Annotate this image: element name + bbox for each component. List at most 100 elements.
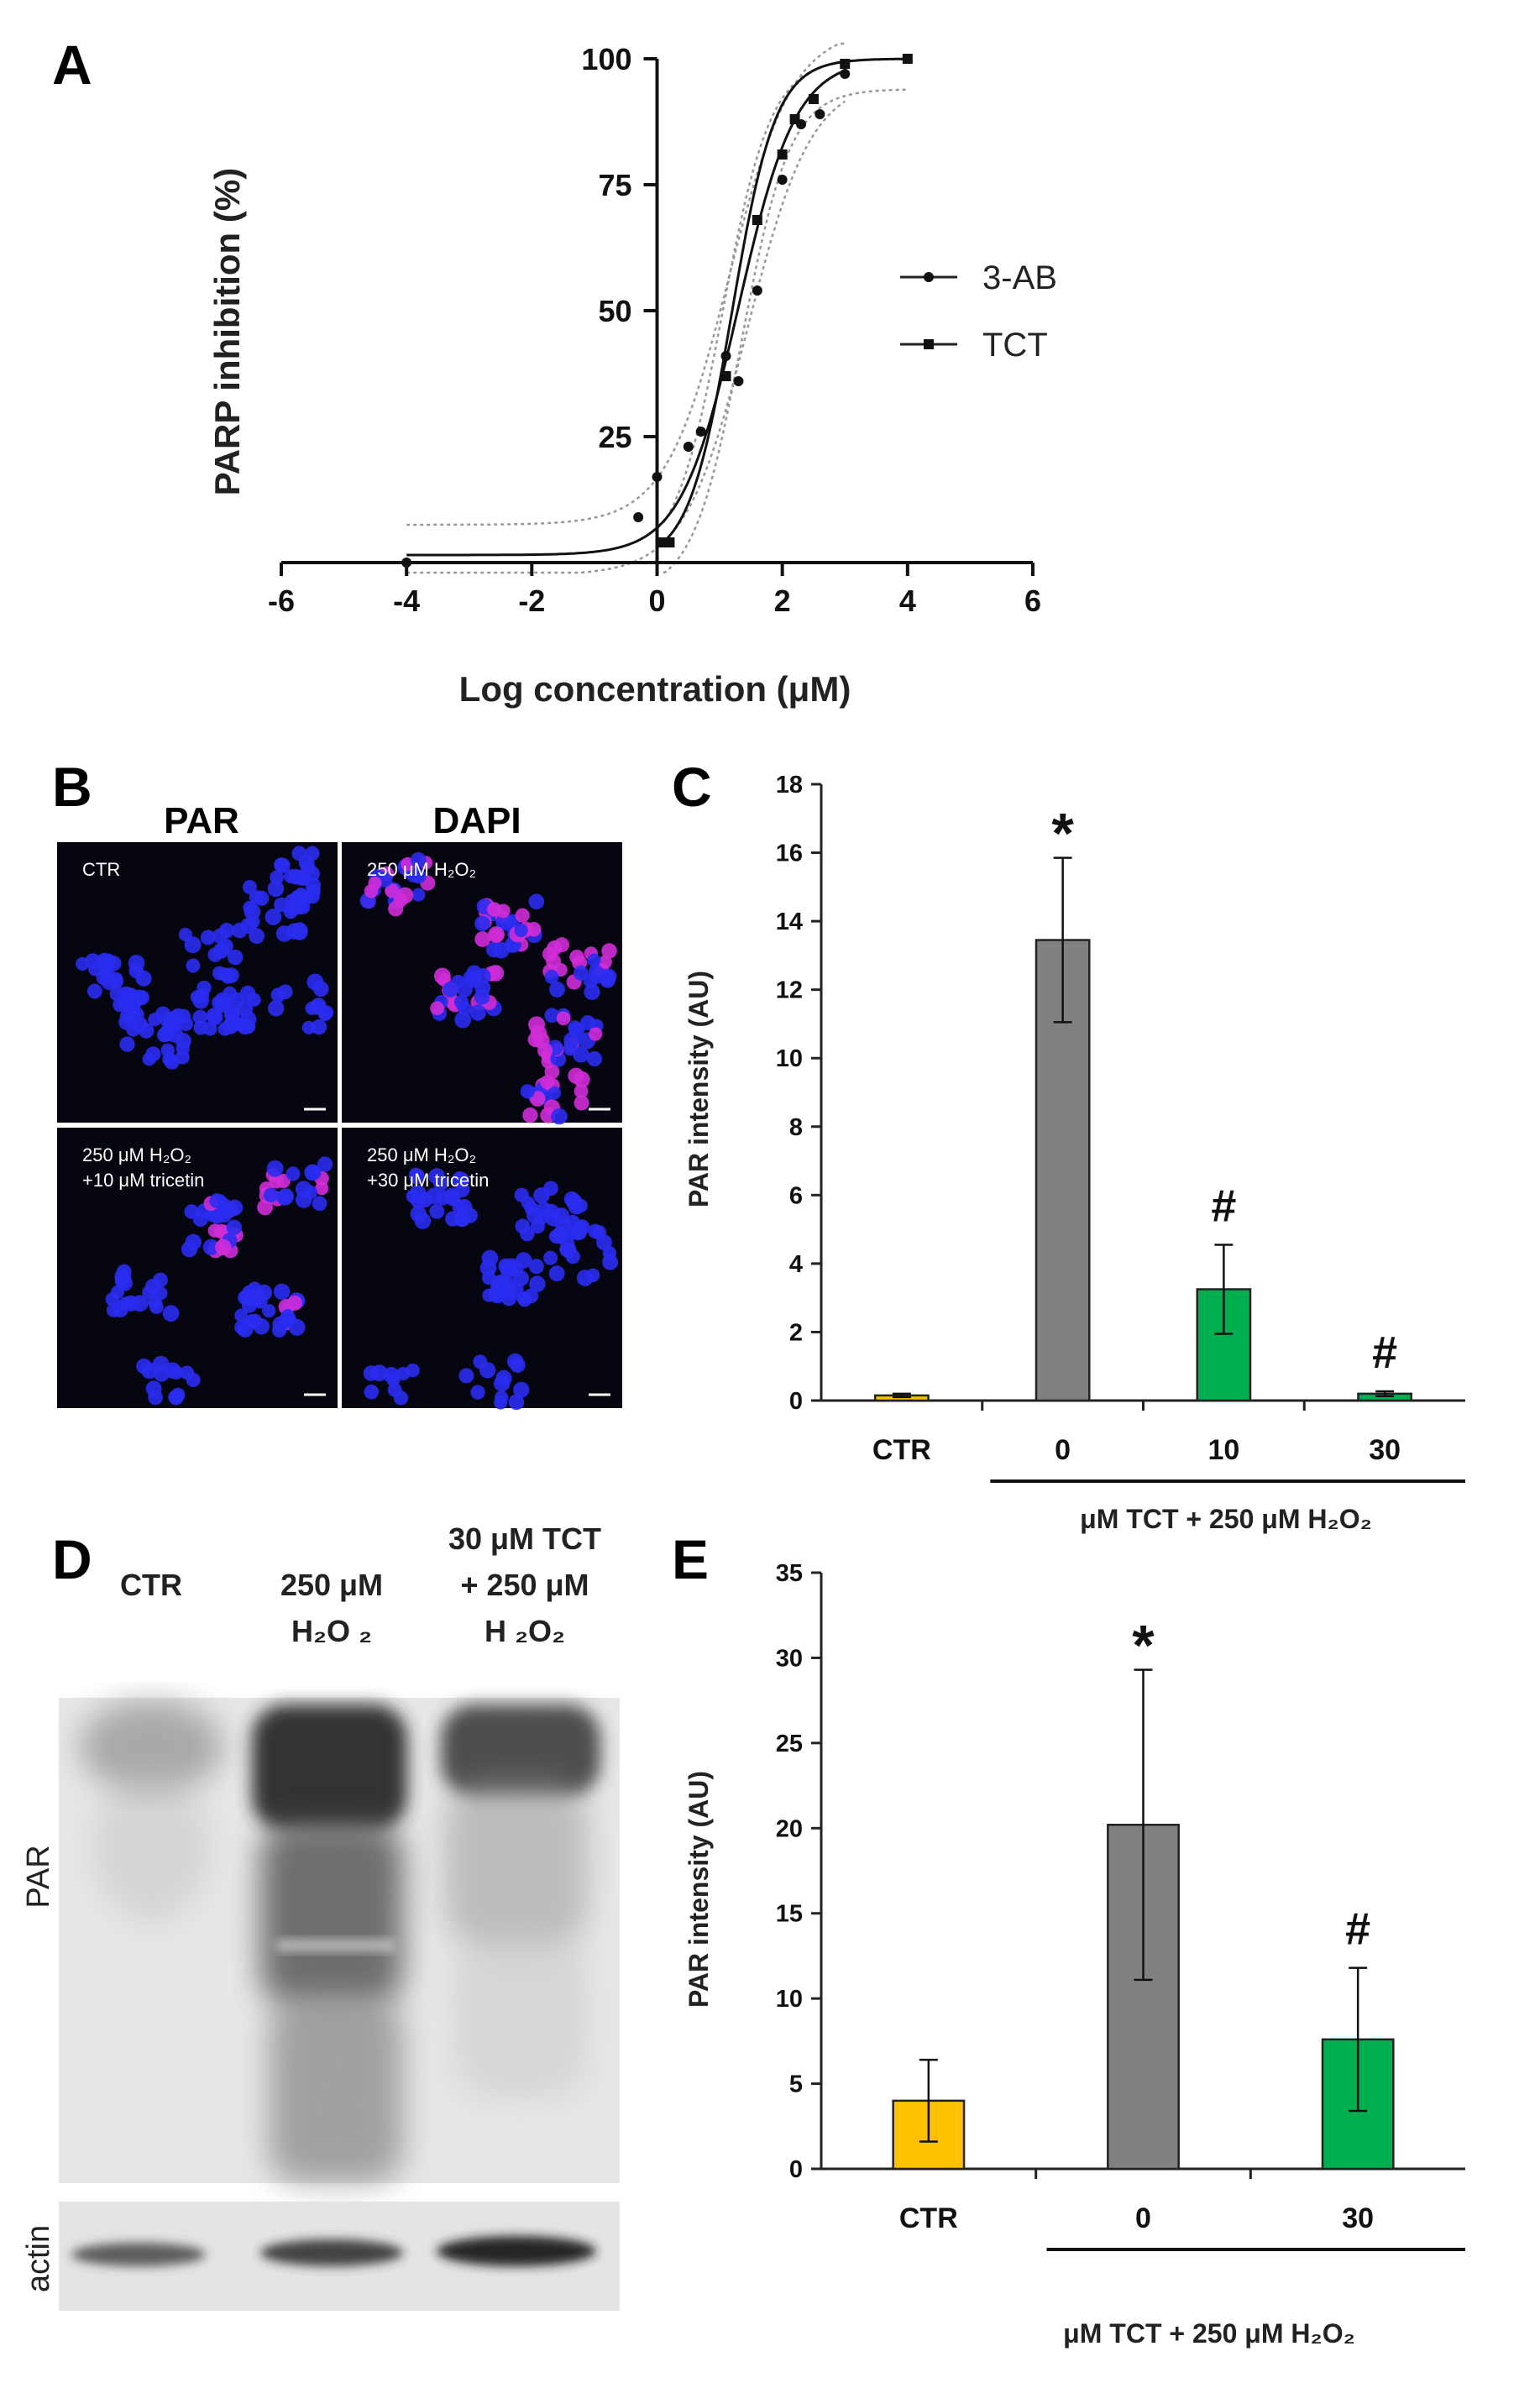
nucleus (520, 1084, 535, 1099)
par-positive-nucleus (487, 965, 505, 982)
data-point-tct (777, 149, 788, 160)
nucleus (226, 1219, 242, 1235)
y-tick-label: 5 (789, 2071, 803, 2098)
y-tick-label: 35 (776, 1560, 803, 1587)
nucleus (563, 1191, 580, 1207)
nucleus (457, 1001, 472, 1016)
par-positive-nucleus (589, 1027, 603, 1041)
lane-label-line2: 250 μM (280, 1568, 383, 1602)
nucleus (291, 899, 307, 915)
nucleus (306, 973, 324, 991)
nucleus (396, 1366, 411, 1381)
nucleus (223, 986, 237, 1001)
nucleus (458, 1368, 474, 1384)
lane-label-line2: + 250 μM (460, 1568, 589, 1602)
nucleus (573, 965, 589, 981)
nucleus (485, 941, 502, 958)
nucleus (272, 1322, 287, 1338)
nucleus (138, 1023, 155, 1039)
nucleus (494, 1396, 508, 1410)
nucleus (170, 1387, 186, 1402)
nucleus (242, 880, 257, 894)
nucleus (305, 877, 322, 893)
nucleus (178, 927, 192, 942)
category-label: 10 (1207, 1434, 1239, 1466)
nucleus (414, 1212, 432, 1229)
nucleus (266, 1160, 284, 1177)
data-point-3-ab (777, 175, 788, 185)
nucleus (112, 1301, 128, 1318)
nucleus (318, 1005, 334, 1020)
y-tick-label: 10 (776, 1986, 803, 2013)
nucleus (200, 930, 216, 945)
nucleus (208, 1207, 226, 1224)
nucleus (225, 1014, 241, 1030)
y-tick-label: 50 (598, 294, 631, 328)
nucleus (493, 1375, 511, 1392)
y-tick-label: 100 (581, 42, 631, 76)
par-positive-nucleus (430, 1001, 444, 1016)
nucleus (149, 1300, 164, 1314)
y-tick-label: 20 (776, 1815, 803, 1842)
nucleus (587, 953, 601, 967)
nucleus (145, 1380, 162, 1397)
nucleus (481, 1249, 499, 1267)
nucleus (548, 1265, 565, 1282)
x-tick-label: 2 (774, 584, 791, 618)
nucleus (544, 1008, 560, 1024)
data-point-tct (789, 114, 800, 124)
data-point-3-ab (733, 376, 744, 386)
category-label: CTR (872, 1434, 931, 1466)
nucleus (386, 1372, 401, 1387)
nucleus (513, 1381, 530, 1398)
fit-curve-3-ab (406, 69, 846, 557)
par-positive-nucleus (433, 967, 451, 985)
nucleus (274, 857, 289, 872)
actin-band-tct (437, 2236, 596, 2266)
nucleus (280, 1309, 296, 1324)
y-tick-label: 15 (776, 1901, 803, 1928)
nucleus (232, 922, 248, 939)
band-tct (441, 1705, 600, 1797)
nucleus (572, 1226, 587, 1240)
par-positive-nucleus (207, 1223, 223, 1238)
nucleus (207, 1009, 223, 1025)
data-point-tct (902, 54, 913, 64)
nucleus (254, 890, 270, 906)
par-positive-nucleus (315, 1181, 329, 1196)
nucleus (186, 958, 201, 973)
legend-label-3ab: 3-AB (982, 259, 1057, 296)
nucleus (184, 1204, 199, 1219)
nucleus (141, 1362, 158, 1380)
nucleus (178, 1016, 194, 1031)
par-positive-nucleus (515, 908, 530, 923)
nucleus (585, 1268, 600, 1282)
nucleus (164, 1054, 181, 1070)
y-tick-label: 75 (598, 168, 631, 202)
par-positive-nucleus (385, 883, 400, 898)
nucleus (164, 1362, 181, 1379)
nucleus (528, 1259, 544, 1275)
significance-marker: # (1211, 1181, 1236, 1231)
par-positive-nucleus (556, 1011, 571, 1026)
lane-label-line3: H ₂O₂ (485, 1614, 565, 1648)
par-positive-nucleus (526, 921, 542, 937)
nucleus (411, 888, 426, 902)
par-positive-nucleus (474, 931, 491, 947)
nucleus (276, 1189, 293, 1206)
nucleus (482, 1288, 496, 1302)
y-axis-label: PARP inhibition (%) (207, 168, 247, 495)
nucleus (253, 1293, 268, 1309)
nucleus (304, 866, 320, 882)
nucleus (588, 1223, 603, 1239)
nucleus (429, 1203, 445, 1219)
nucleus (311, 1019, 327, 1035)
par-positive-nucleus (215, 1239, 232, 1256)
nucleus (454, 1011, 472, 1029)
nucleus (275, 925, 293, 942)
nucleus (514, 1187, 529, 1202)
channel-label-par: PAR (164, 800, 239, 841)
nucleus (268, 1000, 285, 1017)
nucleus (128, 955, 145, 971)
